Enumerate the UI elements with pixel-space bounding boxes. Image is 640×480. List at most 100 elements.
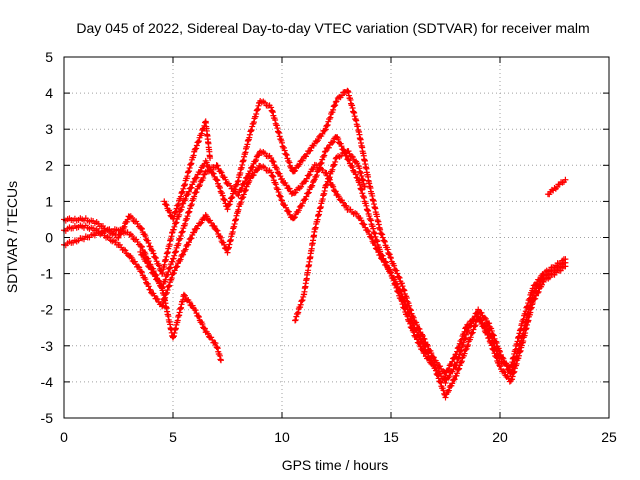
data-point	[185, 188, 192, 195]
data-point	[144, 259, 151, 266]
data-point	[201, 325, 208, 332]
data-point	[532, 295, 539, 302]
data-point	[322, 182, 329, 189]
data-point	[228, 195, 235, 202]
data-point	[115, 234, 122, 241]
data-point	[231, 186, 238, 193]
x-tick-label: 5	[169, 429, 177, 445]
data-point	[432, 367, 439, 374]
data-point	[235, 206, 242, 213]
data-point	[122, 247, 129, 254]
data-point	[472, 322, 479, 329]
data-point	[276, 192, 283, 199]
data-point	[477, 317, 484, 324]
data-points	[61, 87, 569, 401]
data-point	[181, 292, 188, 299]
data-point	[138, 268, 145, 275]
data-point	[148, 266, 155, 273]
data-point	[286, 185, 293, 192]
data-point	[203, 213, 210, 220]
data-point	[193, 189, 200, 196]
data-point	[283, 151, 290, 158]
data-point	[343, 203, 350, 210]
data-point	[174, 202, 181, 209]
y-tick-label: -5	[41, 410, 54, 426]
data-point	[493, 354, 500, 361]
data-point	[221, 197, 228, 204]
data-point	[352, 171, 359, 178]
data-point	[179, 228, 186, 235]
y-axis-label: SDTVAR / TECUs	[4, 181, 20, 293]
data-point	[535, 288, 542, 295]
data-point	[155, 262, 162, 269]
data-point	[381, 238, 388, 245]
data-point	[136, 264, 143, 271]
y-tick-label: 0	[45, 230, 53, 246]
data-point	[318, 159, 325, 166]
data-point	[314, 137, 321, 144]
data-point	[247, 175, 254, 182]
data-point	[173, 264, 180, 271]
data-point	[214, 162, 221, 169]
data-point	[149, 247, 156, 254]
data-point	[142, 232, 149, 239]
data-point	[293, 313, 300, 320]
data-point	[177, 193, 184, 200]
data-point	[188, 201, 195, 208]
data-point	[313, 138, 320, 145]
y-tick-label: -3	[41, 338, 54, 354]
data-point	[361, 221, 368, 228]
data-point	[268, 154, 275, 161]
data-point	[188, 202, 195, 209]
data-point	[481, 314, 488, 321]
data-point	[299, 297, 306, 304]
data-point	[128, 254, 135, 261]
data-point	[166, 282, 173, 289]
data-point	[186, 208, 193, 215]
data-point	[401, 298, 408, 305]
data-point	[170, 226, 177, 233]
data-point	[188, 235, 195, 242]
data-point	[469, 329, 476, 336]
data-point	[407, 316, 414, 323]
data-point	[386, 251, 393, 258]
data-point	[379, 234, 386, 241]
x-tick-label: 20	[492, 429, 508, 445]
data-point	[468, 330, 475, 337]
data-point	[214, 177, 221, 184]
data-point	[198, 219, 205, 226]
data-point	[197, 167, 204, 174]
data-point	[279, 175, 285, 182]
data-point	[286, 159, 293, 166]
data-point	[454, 370, 461, 377]
data-point	[326, 175, 333, 182]
data-point	[171, 267, 178, 274]
data-point	[462, 325, 469, 332]
data-point	[190, 178, 197, 185]
data-point	[297, 301, 304, 308]
data-point	[121, 223, 128, 230]
data-point	[433, 371, 440, 378]
data-point	[416, 333, 423, 340]
data-point	[173, 208, 180, 215]
data-point	[138, 243, 145, 250]
data-point	[154, 276, 161, 283]
data-point	[303, 193, 310, 200]
data-point	[396, 274, 403, 281]
data-point	[138, 243, 145, 250]
data-point	[307, 147, 314, 154]
data-point	[178, 190, 185, 197]
data-point	[326, 174, 333, 181]
chart-title: Day 045 of 2022, Sidereal Day-to-day VTE…	[76, 20, 589, 36]
data-point	[240, 194, 247, 201]
data-point	[399, 293, 406, 300]
data-point	[172, 220, 179, 227]
data-point	[171, 213, 178, 220]
data-point	[186, 298, 193, 305]
data-point	[302, 196, 309, 203]
data-point	[163, 202, 170, 209]
data-point	[221, 241, 228, 248]
data-point	[180, 291, 187, 298]
data-point	[292, 167, 299, 174]
x-tick-label: 0	[60, 429, 68, 445]
